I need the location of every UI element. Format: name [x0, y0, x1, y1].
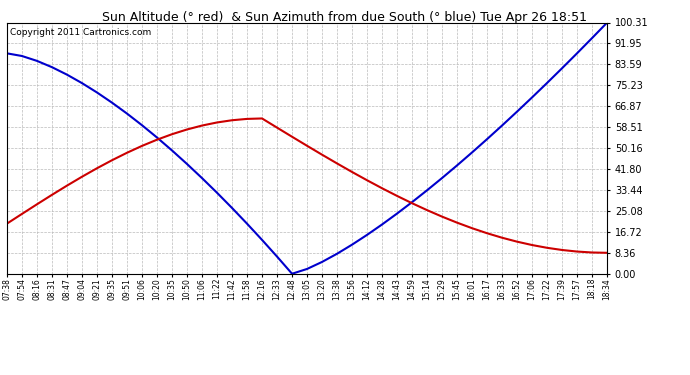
- Text: Sun Altitude (° red)  & Sun Azimuth from due South (° blue) Tue Apr 26 18:51: Sun Altitude (° red) & Sun Azimuth from …: [103, 11, 587, 24]
- Text: Copyright 2011 Cartronics.com: Copyright 2011 Cartronics.com: [10, 27, 151, 36]
